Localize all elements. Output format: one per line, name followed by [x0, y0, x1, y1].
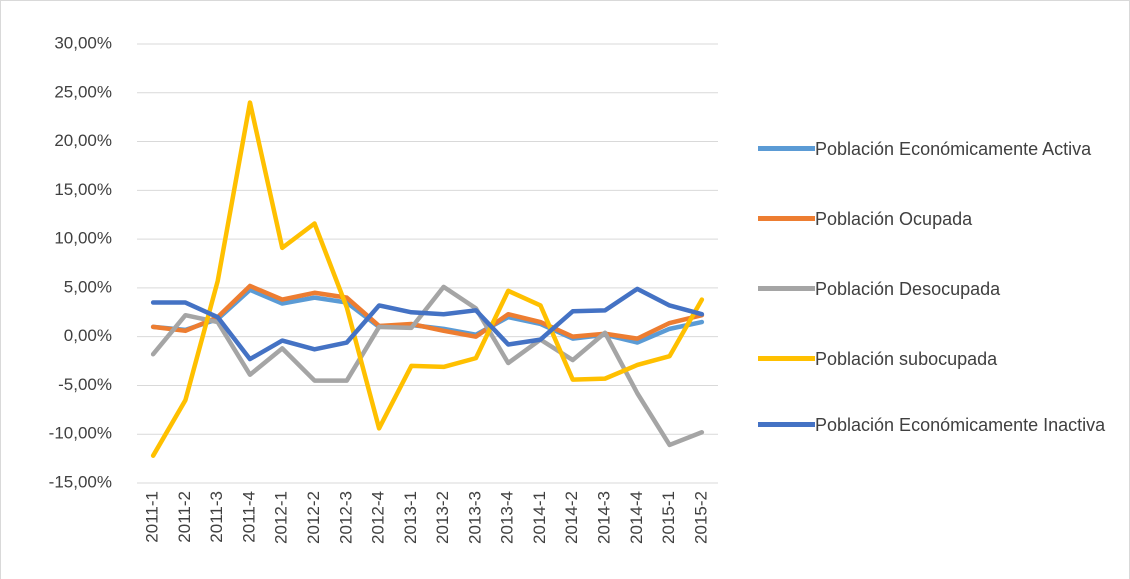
x-tick-label: 2011-3	[207, 491, 226, 543]
x-tick-label: 2015-1	[659, 491, 678, 544]
x-tick-label: 2012-1	[272, 491, 291, 544]
y-tick-label: 0,00%	[64, 326, 112, 345]
x-tick-label: 2011-1	[143, 491, 162, 543]
legend-item: Población Económicamente Activa	[758, 138, 1115, 161]
legend-swatch	[758, 286, 815, 291]
x-tick-label: 2014-1	[530, 491, 549, 544]
series-line	[150, 283, 705, 341]
y-tick-label: 20,00%	[54, 131, 112, 150]
x-tick-label: 2013-3	[465, 491, 484, 544]
legend-swatch	[758, 146, 815, 151]
x-tick-label: 2014-2	[562, 491, 581, 544]
x-tick-label: 2011-4	[239, 491, 258, 543]
legend-label: Población Económicamente Activa	[815, 139, 1092, 159]
legend-item: Población Desocupada	[758, 278, 1115, 301]
y-tick-label: 15,00%	[54, 180, 112, 199]
legend-swatch	[758, 216, 815, 221]
y-tick-label: -10,00%	[49, 424, 112, 443]
y-tick-label: -5,00%	[58, 375, 112, 394]
x-tick-label: 2015-2	[691, 491, 710, 544]
series-line	[150, 286, 705, 362]
legend-item: Población Económicamente Inactiva	[758, 414, 1115, 437]
x-tick-label: 2013-4	[498, 491, 517, 544]
series-line	[150, 100, 705, 458]
legend-swatch	[758, 422, 815, 427]
x-tick-label: 2012-3	[336, 491, 355, 544]
legend-item: Población Ocupada	[758, 208, 1115, 231]
legend-swatch	[758, 356, 815, 361]
y-tick-label: -15,00%	[49, 472, 112, 491]
x-tick-label: 2011-2	[175, 491, 194, 543]
x-tick-label: 2014-4	[627, 491, 646, 544]
legend-label: Población Desocupada	[815, 279, 1001, 299]
legend-label: Población Económicamente Inactiva	[815, 415, 1106, 435]
legend-label: Población Ocupada	[815, 209, 973, 229]
legend-label: Población subocupada	[815, 349, 998, 369]
y-tick-label: 30,00%	[54, 33, 112, 52]
x-tick-label: 2013-2	[433, 491, 452, 544]
x-tick-label: 2012-2	[304, 491, 323, 544]
x-tick-label: 2012-4	[369, 491, 388, 544]
y-tick-label: 5,00%	[64, 277, 112, 296]
legend-item: Población subocupada	[758, 348, 1115, 371]
y-tick-label: 10,00%	[54, 229, 112, 248]
x-tick-label: 2013-1	[401, 491, 420, 544]
series-line	[150, 284, 705, 448]
y-tick-label: 25,00%	[54, 82, 112, 101]
x-tick-label: 2014-3	[595, 491, 614, 544]
